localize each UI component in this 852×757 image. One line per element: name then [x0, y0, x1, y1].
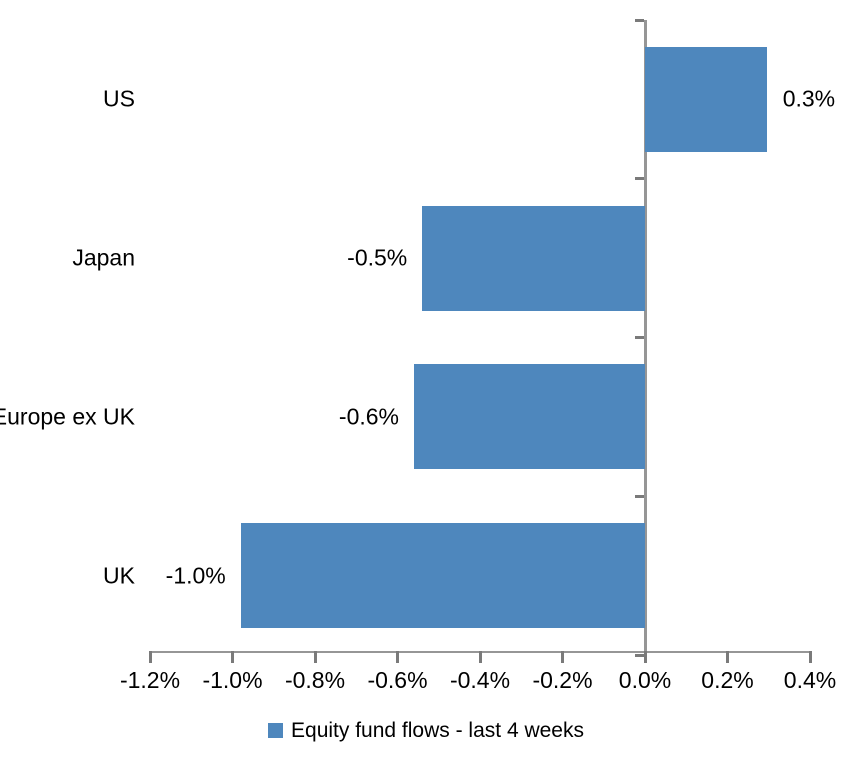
x-axis-tick	[808, 651, 812, 663]
bar-uk	[240, 523, 645, 629]
x-tick-label: 0.2%	[701, 667, 754, 693]
data-label-japan: -0.5%	[347, 244, 408, 271]
category-label-uk: UK	[103, 562, 135, 589]
bar-japan	[422, 205, 645, 311]
chart-legend: Equity fund flows - last 4 weeks	[0, 714, 852, 746]
bar-europe-ex-uk	[414, 364, 645, 470]
x-tick-label: -0.6%	[367, 667, 428, 693]
x-axis-tick	[396, 651, 399, 663]
y-axis-tick	[634, 653, 644, 657]
x-tick-label: -0.2%	[532, 667, 593, 693]
x-tick-label: -1.2%	[119, 667, 181, 693]
y-axis-tick	[634, 336, 644, 339]
x-axis-tick	[231, 651, 234, 663]
category-label-japan: Japan	[72, 244, 135, 271]
x-axis-tick	[478, 651, 482, 663]
x-tick-label: -0.4%	[449, 667, 511, 693]
data-label-us: 0.3%	[782, 85, 836, 112]
y-axis-tick	[634, 494, 644, 498]
x-axis-tick	[313, 651, 317, 663]
x-tick-label: 0.4%	[783, 667, 837, 693]
x-axis-tick	[561, 651, 564, 663]
category-label-us: US	[103, 85, 135, 112]
y-axis-tick	[634, 177, 644, 181]
bar-us	[645, 46, 767, 152]
data-label-europe-ex-uk: -0.6%	[338, 403, 399, 430]
x-axis-tick	[726, 651, 729, 663]
x-axis-tick	[148, 651, 152, 663]
y-axis-line	[643, 20, 647, 663]
x-tick-label: -0.8%	[284, 667, 346, 693]
category-label-europe-ex-uk: Europe ex UK	[0, 403, 135, 430]
x-tick-label: -1.0%	[202, 667, 263, 693]
y-axis-tick	[634, 18, 644, 22]
data-label-uk: -1.0%	[165, 562, 226, 589]
legend-swatch-icon	[268, 722, 284, 738]
x-axis-tick	[643, 651, 647, 663]
x-tick-label: 0.0%	[618, 667, 672, 693]
legend-label: Equity fund flows - last 4 weeks	[291, 718, 584, 742]
